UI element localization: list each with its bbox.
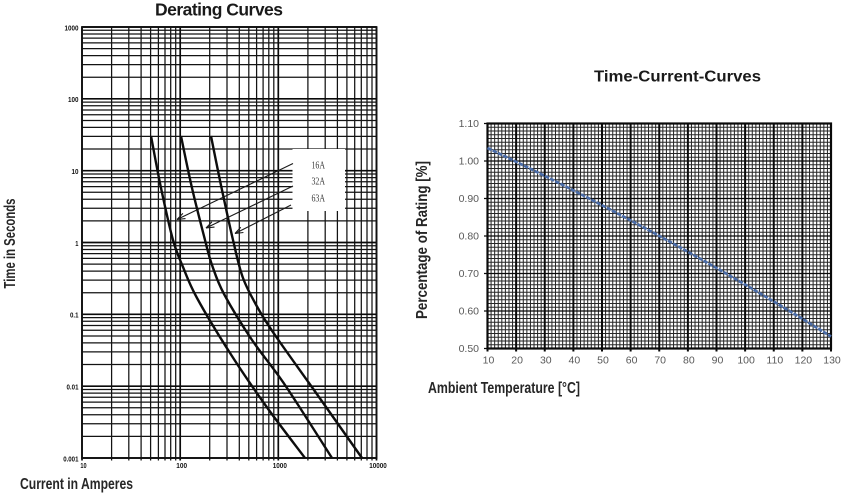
- svg-text:30: 30: [540, 355, 552, 367]
- svg-text:60: 60: [626, 355, 638, 367]
- svg-text:100: 100: [68, 97, 79, 104]
- svg-text:130: 130: [823, 355, 841, 367]
- svg-text:100: 100: [737, 355, 755, 367]
- svg-text:Time in Seconds: Time in Seconds: [2, 198, 19, 288]
- svg-text:50: 50: [597, 355, 609, 367]
- svg-text:0.01: 0.01: [67, 385, 79, 392]
- svg-text:0.001: 0.001: [63, 456, 78, 463]
- svg-text:Current in Amperes: Current in Amperes: [20, 476, 133, 493]
- svg-text:0.1: 0.1: [70, 313, 79, 320]
- svg-text:0.80: 0.80: [459, 231, 480, 243]
- svg-text:10: 10: [80, 463, 86, 470]
- svg-text:90: 90: [712, 355, 724, 367]
- svg-text:1000: 1000: [273, 463, 287, 470]
- svg-text:100: 100: [176, 463, 187, 470]
- svg-text:Derating Curves: Derating Curves: [155, 0, 283, 20]
- svg-text:0.60: 0.60: [459, 306, 480, 318]
- svg-text:1.00: 1.00: [459, 156, 480, 168]
- svg-text:Percentage of Rating [%]: Percentage of Rating [%]: [414, 161, 431, 319]
- svg-text:110: 110: [766, 355, 783, 367]
- svg-text:Ambient Temperature [°C]: Ambient Temperature [°C]: [428, 380, 580, 397]
- svg-text:1: 1: [75, 241, 78, 248]
- svg-text:80: 80: [683, 355, 695, 367]
- svg-text:40: 40: [569, 355, 581, 367]
- svg-text:10000: 10000: [369, 463, 387, 470]
- svg-text:0.70: 0.70: [459, 268, 480, 280]
- svg-text:10: 10: [72, 169, 79, 176]
- svg-text:0.90: 0.90: [459, 193, 480, 205]
- svg-text:0.50: 0.50: [459, 343, 480, 355]
- svg-text:63A: 63A: [312, 193, 326, 204]
- svg-text:20: 20: [511, 355, 523, 367]
- svg-text:120: 120: [795, 355, 813, 367]
- svg-text:1.10: 1.10: [459, 118, 480, 130]
- svg-text:10: 10: [483, 355, 495, 367]
- svg-text:70: 70: [654, 355, 666, 367]
- svg-text:32A: 32A: [312, 176, 326, 187]
- svg-text:Time-Current-Curves: Time-Current-Curves: [594, 69, 761, 86]
- svg-text:16A: 16A: [312, 161, 326, 172]
- svg-text:1000: 1000: [65, 25, 79, 32]
